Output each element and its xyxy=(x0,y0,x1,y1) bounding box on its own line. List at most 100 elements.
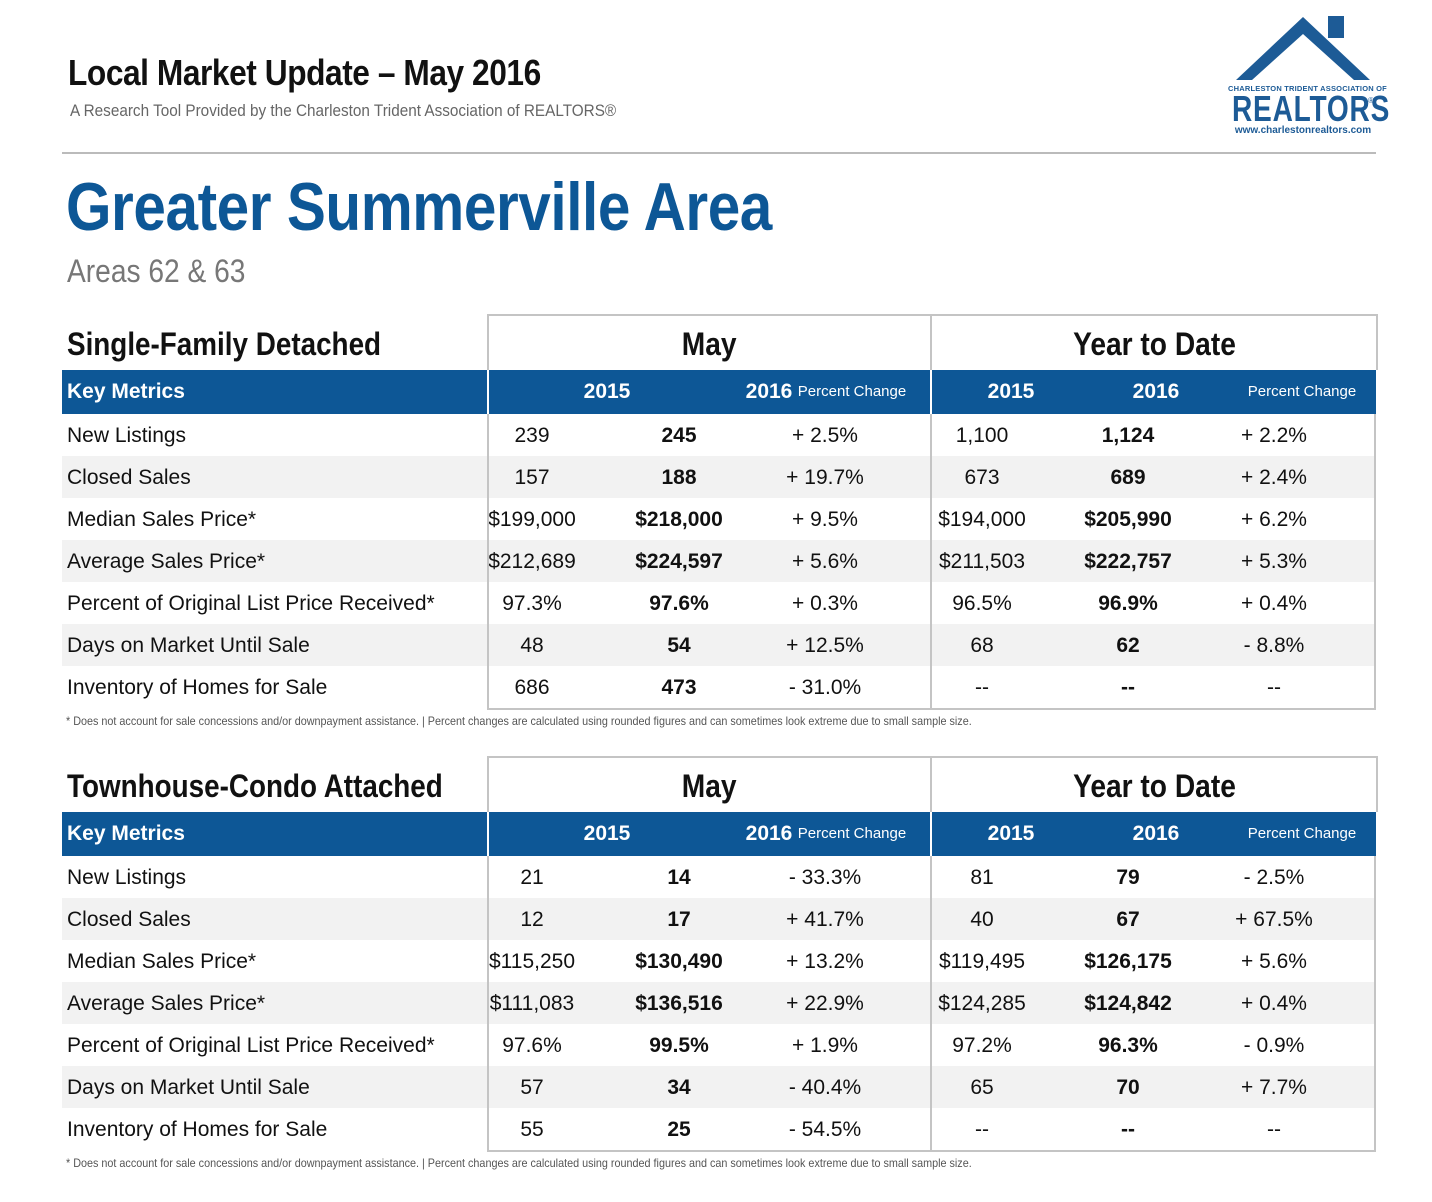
may-2015-value: 21 xyxy=(520,866,544,889)
metric-label: Average Sales Price* xyxy=(67,550,266,573)
may-percent-change: + 13.2% xyxy=(786,950,864,973)
may-percent-change: + 12.5% xyxy=(786,634,864,657)
ytd-percent-change: + 2.4% xyxy=(1241,466,1307,489)
area-title: Greater Summerville Area xyxy=(66,169,772,245)
ytd-percent-change: - 8.8% xyxy=(1243,634,1305,657)
table-row: Median Sales Price* $199,000 $218,000 + 9.5… xyxy=(62,498,1376,540)
may-2016-value: $130,490 xyxy=(635,950,723,973)
may-2016-value: 17 xyxy=(667,908,691,931)
ytd-2016-value: 96.3% xyxy=(1098,1034,1158,1057)
table-row: Average Sales Price* $212,689 $224,597 + 5.… xyxy=(62,540,1376,582)
ytd-2016-value: $124,842 xyxy=(1084,992,1172,1015)
logo-registered-mark: ® xyxy=(1368,96,1374,105)
realtors-logo[interactable]: CHARLESTON TRIDENT ASSOCIATION OF REALTO… xyxy=(1228,14,1389,138)
metric-label: Median Sales Price* xyxy=(67,508,257,531)
ytd-2016-value: $205,990 xyxy=(1084,508,1172,531)
may-2016-value: $224,597 xyxy=(635,550,723,573)
ytd-2015-value: $194,000 xyxy=(938,508,1026,531)
ytd-2016-value: 96.9% xyxy=(1098,592,1158,615)
period-label: May xyxy=(682,768,737,804)
metrics-rows: New Listings 239 245 + 2.5% 1,100 1,124 + 2.2%… xyxy=(62,414,1376,728)
ytd-2015-value: $119,495 xyxy=(938,950,1026,973)
col-may-2016: 2016 xyxy=(745,822,793,845)
metric-label: Days on Market Until Sale xyxy=(67,634,310,657)
ytd-2015-value: 673 xyxy=(964,466,1000,489)
col-may-pct: Percent Change xyxy=(797,383,907,400)
may-2016-value: 97.6% xyxy=(649,592,709,615)
period-label: Year to Date xyxy=(1072,326,1236,362)
ytd-2016-value: -- xyxy=(1121,1118,1135,1141)
ytd-2016-value: $126,175 xyxy=(1084,950,1172,973)
ytd-2016-value: 1,124 xyxy=(1101,424,1155,447)
ytd-2015-value: $124,285 xyxy=(938,992,1026,1015)
ytd-2015-value: $211,503 xyxy=(938,550,1026,573)
section-single-family: Single-Family Detached May Year to Date … xyxy=(62,314,1378,728)
col-ytd-pct: Percent Change xyxy=(1247,825,1357,842)
period-label: Year to Date xyxy=(1072,768,1236,804)
ytd-2015-value: 68 xyxy=(970,634,994,657)
column-divider xyxy=(487,856,489,1150)
ytd-percent-change: + 2.2% xyxy=(1241,424,1307,447)
metric-label: New Listings xyxy=(67,866,187,889)
metric-label: Average Sales Price* xyxy=(67,992,266,1015)
ytd-2015-value: 40 xyxy=(970,908,994,931)
may-2016-value: 99.5% xyxy=(649,1034,709,1057)
key-metrics-header: Key Metrics xyxy=(67,822,185,845)
period-header-may: May xyxy=(487,314,932,370)
may-percent-change: + 41.7% xyxy=(786,908,864,931)
report-title: Local Market Update – May 2016 xyxy=(68,52,541,93)
may-2015-value: $115,250 xyxy=(488,950,576,973)
may-percent-change: + 19.7% xyxy=(786,466,864,489)
table-bottom-border xyxy=(487,1150,1376,1152)
col-ytd-2015: 2015 xyxy=(987,380,1035,403)
may-percent-change: + 2.5% xyxy=(792,424,858,447)
may-percent-change: - 40.4% xyxy=(788,1076,862,1099)
section-townhouse-condo: Townhouse-Condo Attached May Year to Dat… xyxy=(62,756,1378,1170)
may-2016-value: 34 xyxy=(667,1076,691,1099)
may-percent-change: + 9.5% xyxy=(792,508,858,531)
metrics-rows: New Listings 21 14 - 33.3% 81 79 - 2.5% Closed … xyxy=(62,856,1376,1170)
may-2015-value: 686 xyxy=(514,676,550,699)
column-divider xyxy=(930,856,932,1150)
table-row: Inventory of Homes for Sale 55 25 - 54.5% --… xyxy=(62,1108,1376,1150)
column-divider xyxy=(930,414,932,708)
may-percent-change: - 31.0% xyxy=(788,676,862,699)
ytd-percent-change: -- xyxy=(1267,676,1281,699)
may-percent-change: - 33.3% xyxy=(788,866,862,889)
may-2016-value: $218,000 xyxy=(635,508,723,531)
may-2015-value: 55 xyxy=(520,1118,544,1141)
logo-url: www.charlestonrealtors.com xyxy=(1234,125,1372,136)
ytd-percent-change: - 0.9% xyxy=(1243,1034,1305,1057)
table-row: Percent of Original List Price Received*… xyxy=(62,1024,1376,1066)
metric-label: Closed Sales xyxy=(67,908,191,931)
ytd-percent-change: + 5.6% xyxy=(1241,950,1307,973)
table-row: New Listings 239 245 + 2.5% 1,100 1,124 + 2.2% xyxy=(62,414,1376,456)
col-ytd-pct: Percent Change xyxy=(1247,383,1357,400)
section-header: Single-Family Detached May Year to Date xyxy=(62,314,1378,370)
metric-label: Closed Sales xyxy=(67,466,191,489)
ytd-2016-value: -- xyxy=(1121,676,1135,699)
column-separator xyxy=(487,370,489,414)
may-percent-change: - 54.5% xyxy=(788,1118,862,1141)
may-2016-value: 25 xyxy=(667,1118,691,1141)
table-bottom-border xyxy=(487,708,1376,710)
ytd-2016-value: 70 xyxy=(1116,1076,1140,1099)
period-header-ytd: Year to Date xyxy=(930,314,1378,370)
col-may-2015: 2015 xyxy=(583,380,631,403)
key-metrics-header: Key Metrics xyxy=(67,380,185,403)
section-title: Townhouse-Condo Attached xyxy=(67,768,443,804)
ytd-2016-value: 79 xyxy=(1116,866,1140,889)
metric-label: Inventory of Homes for Sale xyxy=(67,676,328,699)
may-percent-change: + 5.6% xyxy=(792,550,858,573)
ytd-2015-value: 97.2% xyxy=(952,1034,1012,1057)
ytd-2015-value: 65 xyxy=(970,1076,994,1099)
ytd-percent-change: -- xyxy=(1267,1118,1281,1141)
ytd-2016-value: $222,757 xyxy=(1084,550,1172,573)
period-header-may: May xyxy=(487,756,932,812)
may-2016-value: $136,516 xyxy=(635,992,723,1015)
col-may-2016: 2016 xyxy=(745,380,793,403)
footnote: * Does not account for sale concessions … xyxy=(66,714,972,728)
column-header-bar: Key Metrics 2015 2016 Percent Change 201… xyxy=(62,812,1376,856)
ytd-2016-value: 689 xyxy=(1110,466,1146,489)
ytd-2015-value: 81 xyxy=(970,866,994,889)
